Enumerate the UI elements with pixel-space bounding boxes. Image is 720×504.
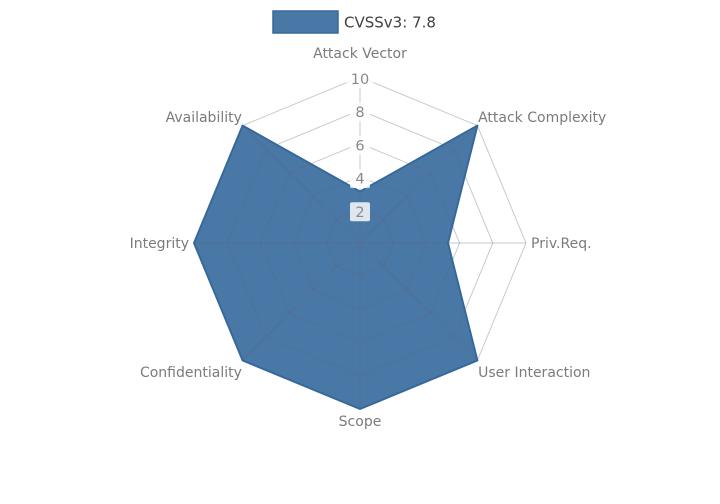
- radial-tick-box: [350, 102, 370, 122]
- radial-tick-box: [350, 169, 370, 189]
- radial-tick-label: 2: [355, 205, 364, 221]
- radar-grid-spoke: [242, 125, 361, 244]
- series-polygon-fill: [194, 125, 478, 409]
- radial-tick-box: [350, 135, 370, 155]
- axis-labels: Attack Vector Attack Complexity Priv.Req. U…: [130, 46, 607, 430]
- radial-tick-box: [350, 202, 370, 222]
- axis-label-attack-complexity: Attack Complexity: [478, 110, 606, 126]
- axis-label-user-interaction: User Interaction: [478, 365, 590, 381]
- legend: CVSSv3: 7.8: [272, 10, 436, 34]
- radial-tick-label: 6: [355, 138, 364, 154]
- radar-grid-spoke: [242, 242, 361, 361]
- radial-tick-labels: 2 4 6 8 10: [346, 69, 374, 222]
- radar-grid-ring: [226, 109, 494, 377]
- axis-label-priv-req: Priv.Req.: [531, 236, 592, 252]
- axis-label-integrity: Integrity: [130, 236, 189, 252]
- legend-swatch: [272, 10, 339, 34]
- axis-label-confidentiality: Confidentiality: [140, 365, 242, 381]
- radar-grid-ring: [259, 142, 461, 344]
- radial-tick-label: 10: [351, 72, 369, 88]
- series-polygon-outline: [193, 124, 479, 410]
- radial-tick-label: 8: [355, 105, 364, 121]
- axis-label-availability: Availability: [166, 110, 242, 126]
- axis-label-attack-vector: Attack Vector: [313, 46, 407, 62]
- radar-grid-ring: [293, 176, 427, 310]
- radar-grid-spoke: [359, 125, 478, 244]
- legend-label: CVSSv3: 7.8: [344, 14, 436, 32]
- radial-tick-box: [346, 69, 374, 89]
- axis-label-scope: Scope: [339, 414, 382, 430]
- radar-grid-ring: [326, 209, 394, 277]
- radar-grid-spoke: [359, 242, 478, 361]
- radial-tick-label: 4: [355, 172, 364, 188]
